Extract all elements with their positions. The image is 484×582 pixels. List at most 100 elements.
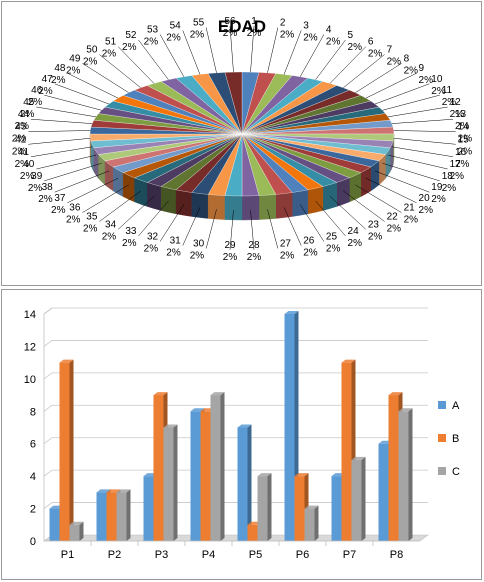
pie-label-category: 45: [23, 97, 35, 108]
bar-C-P7: [351, 459, 362, 541]
gridline: [43, 372, 428, 380]
pie-leader-line: [315, 200, 346, 237]
pie-leader-line: [28, 130, 91, 132]
pie-label-percent: 2%: [431, 194, 446, 205]
pie-label-category: 31: [170, 236, 182, 247]
pie-leader-line: [365, 72, 417, 99]
pie-label-percent: 2%: [458, 146, 473, 157]
bar-C-P6: [304, 508, 315, 541]
pie-slice-side-31: [191, 192, 209, 219]
pie-label-category: 35: [86, 212, 98, 223]
bar-side-C-P2: [126, 489, 131, 541]
pie-label-category: 17: [450, 159, 462, 170]
pie-label-percent: 2%: [83, 56, 98, 67]
y-tick-label: 2: [30, 504, 36, 516]
pie-label-percent: 2%: [66, 215, 81, 226]
pie-leader-line: [299, 204, 325, 242]
pie-label-category: 48: [54, 63, 66, 74]
bar-side-C-P6: [314, 505, 319, 541]
pie-slice-side-22: [336, 177, 350, 207]
pie-leader-line: [159, 34, 185, 77]
pie-label-category: 5: [348, 30, 354, 41]
bar-side-C-P8: [408, 408, 413, 541]
pie-slice-side-27: [258, 194, 277, 220]
gridline: [43, 404, 428, 412]
pie-leader-line: [391, 118, 453, 124]
pie-label-category: 2: [280, 18, 286, 29]
pie-label-percent: 2%: [12, 134, 27, 145]
pie-label-category: 14: [458, 122, 470, 133]
bar-top-B-P8: [388, 392, 403, 396]
pie-slice-side-29: [224, 195, 243, 221]
legend-label-B: B: [452, 433, 459, 445]
pie-label-category: 50: [86, 44, 98, 55]
pie-leader-line: [329, 196, 367, 230]
bar-C-P5: [257, 476, 268, 541]
gridline: [43, 469, 428, 477]
pie-label-percent: 2%: [122, 238, 137, 249]
pie-label-percent: 2%: [144, 37, 159, 48]
pie-label-percent: 2%: [280, 250, 295, 261]
pie-leader-line: [374, 83, 430, 105]
pie-label-percent: 2%: [12, 146, 27, 157]
pie-leader-line: [36, 154, 96, 170]
y-tick-label: 4: [30, 471, 36, 483]
bar-side-B-P1: [69, 359, 74, 541]
pie-label-category: 1: [251, 16, 257, 27]
pie-label-percent: 2%: [368, 49, 383, 60]
pie-leader-line: [44, 94, 102, 111]
pie-leader-line: [44, 162, 102, 182]
bar-side-C-P3: [173, 424, 178, 541]
bar-B-P4: [200, 411, 211, 541]
pie-leader-line: [267, 209, 279, 249]
pie-label-percent: 2%: [83, 224, 98, 235]
y-tick-label: 14: [24, 309, 36, 321]
pie-leader-line: [117, 46, 155, 84]
pie-slice-side-28: [241, 195, 260, 221]
x-tick-label: P6: [296, 549, 309, 561]
bar-B-P1: [59, 362, 70, 541]
bar-side-C-P4: [220, 392, 225, 541]
bar-C-P1: [69, 524, 80, 541]
pie-label-percent: 2%: [348, 238, 363, 249]
bar-A-P5: [237, 427, 248, 541]
bar-top-C-P7: [351, 456, 366, 460]
pie-label-percent: 2%: [51, 75, 66, 86]
pie-leader-line: [182, 30, 201, 75]
pie-leader-line: [374, 170, 430, 193]
pie-label-category: 22: [387, 212, 399, 223]
pie-label-percent: 2%: [387, 224, 402, 235]
y-tick-label: 8: [30, 406, 36, 418]
pie-label-category: 46: [31, 85, 43, 96]
pie-label-percent: 2%: [66, 65, 81, 76]
bar-B-P2: [106, 492, 117, 541]
pie-label-category: 54: [170, 20, 182, 31]
bar-A-P4: [190, 411, 201, 541]
pie-label-percent: 2%: [348, 42, 363, 53]
pie-leader-line: [355, 184, 402, 213]
pie-leader-line: [343, 190, 385, 222]
pie-label-percent: 2%: [442, 97, 457, 108]
pie-leader-line: [283, 207, 302, 246]
pie-label-category: 23: [368, 219, 380, 230]
pie-label-category: 9: [419, 63, 425, 74]
pie-leader-line: [355, 63, 402, 93]
pie-slice-side-33: [160, 186, 177, 215]
pie-label-percent: 2%: [404, 65, 419, 76]
pie-label-category: 7: [387, 44, 393, 55]
pie-label-percent: 2%: [247, 252, 262, 263]
bar-top-B-P2: [106, 489, 121, 493]
pie-label-category: 13: [455, 109, 467, 120]
bar-chart: 0 2 4 6 8 10 12 14 P1 P2 P3 P4 P5 P6 P7 P8 A B C: [24, 307, 460, 561]
pie-label-category: 55: [193, 18, 205, 29]
pie-label-category: 41: [18, 147, 30, 158]
pie-label-category: 56: [224, 16, 236, 27]
pie-leader-line: [393, 130, 456, 132]
pie-label-category: 30: [193, 238, 205, 249]
pie-label-percent: 2%: [166, 32, 181, 43]
pie-label-category: 51: [105, 37, 117, 48]
bar-top-C-P1: [69, 521, 84, 525]
pie-label-percent: 2%: [326, 37, 341, 48]
legend-label-C: C: [452, 466, 460, 478]
pie-label-percent: 2%: [102, 49, 117, 60]
